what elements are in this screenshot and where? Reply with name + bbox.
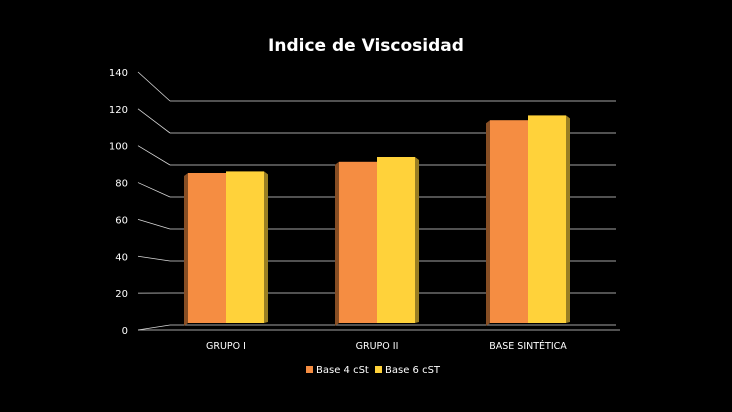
y-tick-label: 0 [122, 326, 128, 337]
gridline-side [137, 324, 171, 331]
y-tick-label: 120 [109, 105, 128, 116]
x-tick-label: GRUPO II [356, 341, 399, 352]
gridline-side [137, 182, 171, 198]
x-axis-labels: GRUPO I GRUPO II BASE SINTÉTICA [206, 340, 567, 352]
legend-label: Base 6 cST [385, 365, 441, 376]
bar-side [566, 115, 570, 324]
y-axis-ticks: 0 20 40 60 80 100 120 140 [109, 68, 128, 337]
y-tick-label: 40 [115, 252, 128, 263]
bar [226, 171, 264, 323]
y-tick-label: 80 [115, 179, 128, 190]
bar [339, 161, 377, 323]
legend-label: Base 4 cSt [316, 365, 369, 376]
bar-side [415, 157, 419, 323]
gridline-side [137, 71, 171, 102]
bar [188, 173, 226, 323]
gridline-side [137, 108, 171, 134]
x-tick-label: BASE SINTÉTICA [489, 340, 567, 352]
bar [377, 157, 415, 323]
legend: Base 4 cSt Base 6 cST [306, 365, 441, 376]
legend-swatch [375, 366, 382, 373]
x-tick-label: GRUPO I [206, 341, 246, 352]
legend-swatch [306, 366, 313, 373]
gridline-side [137, 255, 171, 262]
y-tick-label: 100 [109, 142, 128, 153]
bar-side [264, 171, 268, 323]
bars [184, 115, 570, 326]
gridline-side [137, 219, 171, 230]
y-tick-label: 140 [109, 68, 128, 79]
gridline-side [137, 145, 171, 166]
bar [490, 120, 528, 323]
y-tick-label: 20 [115, 289, 128, 300]
bar [528, 115, 566, 324]
bar-side [335, 161, 339, 326]
bar-side [184, 173, 188, 326]
y-tick-label: 60 [115, 215, 128, 226]
chart-title: Indice de Viscosidad [268, 36, 464, 56]
bar-side [486, 120, 490, 326]
